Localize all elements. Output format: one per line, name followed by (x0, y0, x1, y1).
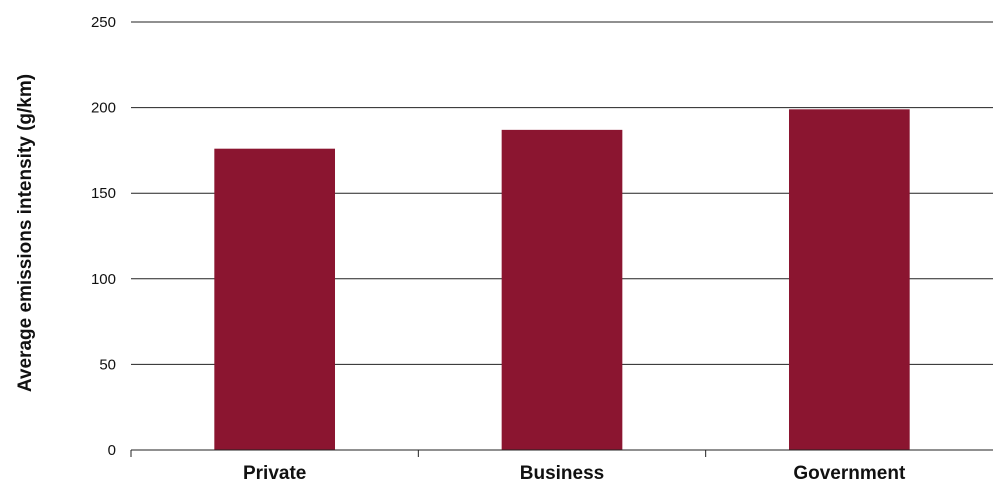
category-labels: Private Business Government (243, 463, 906, 484)
x-tick-label: Private (243, 463, 306, 484)
y-tick-label: 150 (91, 185, 116, 202)
bar-business (501, 129, 623, 450)
y-tick-label: 50 (99, 356, 116, 373)
bars (214, 109, 910, 451)
y-tick-labels: 0 50 100 150 200 250 (91, 14, 116, 459)
y-tick-label: 100 (91, 271, 116, 288)
y-tick-label: 200 (91, 100, 116, 117)
y-tick-label: 0 (108, 442, 116, 459)
bar-government (788, 109, 910, 450)
x-tick-label: Business (520, 463, 604, 484)
x-axis (130, 449, 993, 457)
y-tick-label: 250 (91, 14, 116, 31)
x-tick-label: Government (793, 463, 906, 484)
y-axis-title: Average emissions intensity (g/km) (15, 74, 36, 392)
bar-private (214, 148, 336, 451)
